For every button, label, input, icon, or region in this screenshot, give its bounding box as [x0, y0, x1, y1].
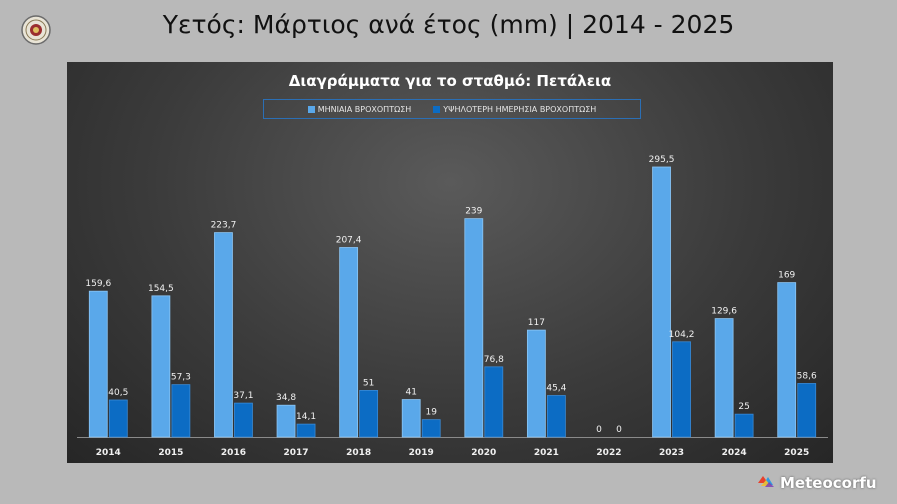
bar-max-daily-2019 — [421, 419, 441, 438]
x-tick-label-2015: 2015 — [158, 448, 183, 458]
bar-monthly-2018 — [339, 247, 359, 438]
data-label-monthly-2018: 207,4 — [336, 235, 362, 245]
x-tick-label-2021: 2021 — [534, 448, 559, 458]
x-tick-label-2017: 2017 — [284, 448, 309, 458]
x-tick-label-2014: 2014 — [96, 448, 121, 458]
data-label-max-daily-2020: 76,8 — [484, 355, 504, 365]
bar-max-daily-2015 — [171, 384, 191, 438]
data-label-max-daily-2025: 58,6 — [797, 371, 817, 381]
data-label-monthly-2017: 34,8 — [276, 393, 296, 403]
bar-monthly-2017 — [276, 404, 296, 438]
chart-title: Διαγράμματα για το σταθμό: Πετάλεια — [288, 72, 612, 90]
bar-monthly-2023 — [652, 166, 671, 438]
x-tick-label-2018: 2018 — [346, 448, 371, 458]
station-seal-icon — [21, 15, 51, 45]
x-tick-label-2023: 2023 — [659, 448, 684, 458]
data-label-monthly-2025: 169 — [778, 271, 795, 281]
bar-monthly-2024 — [714, 318, 734, 438]
bar-max-daily-2024 — [734, 413, 754, 438]
data-label-monthly-2015: 154,5 — [148, 284, 174, 294]
data-label-max-daily-2021: 45,4 — [546, 384, 566, 394]
bar-max-daily-2018 — [359, 390, 379, 438]
meteocorfu-logo-icon — [756, 473, 776, 493]
bar-monthly-2016 — [214, 232, 233, 438]
data-label-monthly-2019: 41 — [405, 388, 416, 398]
x-tick-label-2019: 2019 — [409, 448, 434, 458]
bar-max-daily-2020 — [484, 366, 504, 438]
data-label-monthly-2021: 117 — [528, 318, 545, 328]
data-label-monthly-2014: 159,6 — [85, 279, 111, 289]
bar-max-daily-2014 — [108, 399, 128, 438]
data-label-max-daily-2015: 57,3 — [171, 373, 191, 383]
data-label-max-daily-2019: 19 — [425, 408, 437, 418]
slide-title: Υετός: Μάρτιος ανά έτος (mm) | 2014 - 20… — [162, 10, 735, 39]
bar-max-daily-2017 — [296, 423, 316, 438]
bar-max-daily-2023 — [672, 341, 691, 438]
bar-max-daily-2021 — [546, 395, 566, 438]
bar-max-daily-2025 — [797, 383, 817, 438]
data-label-monthly-2024: 129,6 — [711, 307, 737, 317]
bar-monthly-2014 — [88, 290, 108, 438]
bar-monthly-2021 — [526, 329, 546, 438]
bar-monthly-2015 — [151, 295, 171, 438]
data-label-max-daily-2016: 37,1 — [233, 391, 253, 401]
bar-monthly-2025 — [777, 282, 797, 438]
x-tick-label-2020: 2020 — [471, 448, 496, 458]
brand-name: Meteocorfu — [780, 474, 877, 492]
data-label-max-daily-2018: 51 — [363, 378, 374, 388]
x-tick-label-2024: 2024 — [722, 448, 747, 458]
data-label-max-daily-2014: 40,5 — [108, 388, 128, 398]
brand: Meteocorfu — [756, 472, 877, 494]
bar-plot: 159,6 40,5 2014 154,5 57,3 2015 223,7 37,1 2016 3… — [77, 155, 828, 458]
bar-max-daily-2016 — [234, 402, 253, 438]
bar-monthly-2019 — [401, 399, 421, 438]
data-label-monthly-2022: 0 — [596, 425, 602, 435]
chart-legend: ΜΗΝΙΑΙΑ ΒΡΟΧΟΠΤΩΣΗ ΥΨΗΛΟΤΕΡΗ ΗΜΕΡΗΣΙΑ ΒΡ… — [263, 99, 641, 119]
data-label-max-daily-2017: 14,1 — [296, 412, 316, 422]
legend-swatch-max-daily — [433, 105, 441, 113]
data-label-max-daily-2022: 0 — [616, 425, 622, 435]
bar-monthly-2020 — [464, 218, 484, 438]
legend-label-monthly: ΜΗΝΙΑΙΑ ΒΡΟΧΟΠΤΩΣΗ — [317, 104, 412, 114]
data-label-monthly-2023: 295,5 — [649, 155, 675, 165]
x-tick-label-2022: 2022 — [596, 448, 621, 458]
legend-swatch-monthly — [307, 105, 315, 113]
legend-item-max-daily: ΥΨΗΛΟΤΕΡΗ ΗΜΕΡΗΣΙΑ ΒΡΟΧΟΠΤΩΣΗ — [433, 105, 596, 114]
data-label-monthly-2020: 239 — [465, 207, 482, 217]
data-label-max-daily-2023: 104,2 — [669, 330, 695, 340]
x-tick-label-2025: 2025 — [784, 448, 809, 458]
data-label-max-daily-2024: 25 — [738, 402, 749, 412]
legend-item-monthly: ΜΗΝΙΑΙΑ ΒΡΟΧΟΠΤΩΣΗ — [307, 104, 412, 114]
legend-label-max-daily: ΥΨΗΛΟΤΕΡΗ ΗΜΕΡΗΣΙΑ ΒΡΟΧΟΠΤΩΣΗ — [443, 104, 597, 114]
x-tick-label-2016: 2016 — [221, 448, 246, 458]
chart-panel: Διαγράμματα για το σταθμό: Πετάλεια ΜΗΝΙ… — [67, 62, 833, 463]
data-label-monthly-2016: 223,7 — [211, 221, 237, 231]
